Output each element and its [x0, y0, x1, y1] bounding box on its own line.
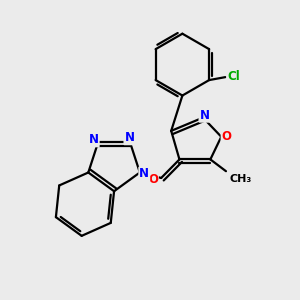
Text: Cl: Cl: [227, 70, 240, 83]
Text: O: O: [148, 173, 158, 186]
Text: O: O: [222, 130, 232, 143]
Text: N: N: [139, 167, 149, 181]
Text: N: N: [89, 134, 99, 146]
Text: N: N: [124, 131, 134, 144]
Text: CH₃: CH₃: [230, 174, 252, 184]
Text: N: N: [200, 109, 209, 122]
